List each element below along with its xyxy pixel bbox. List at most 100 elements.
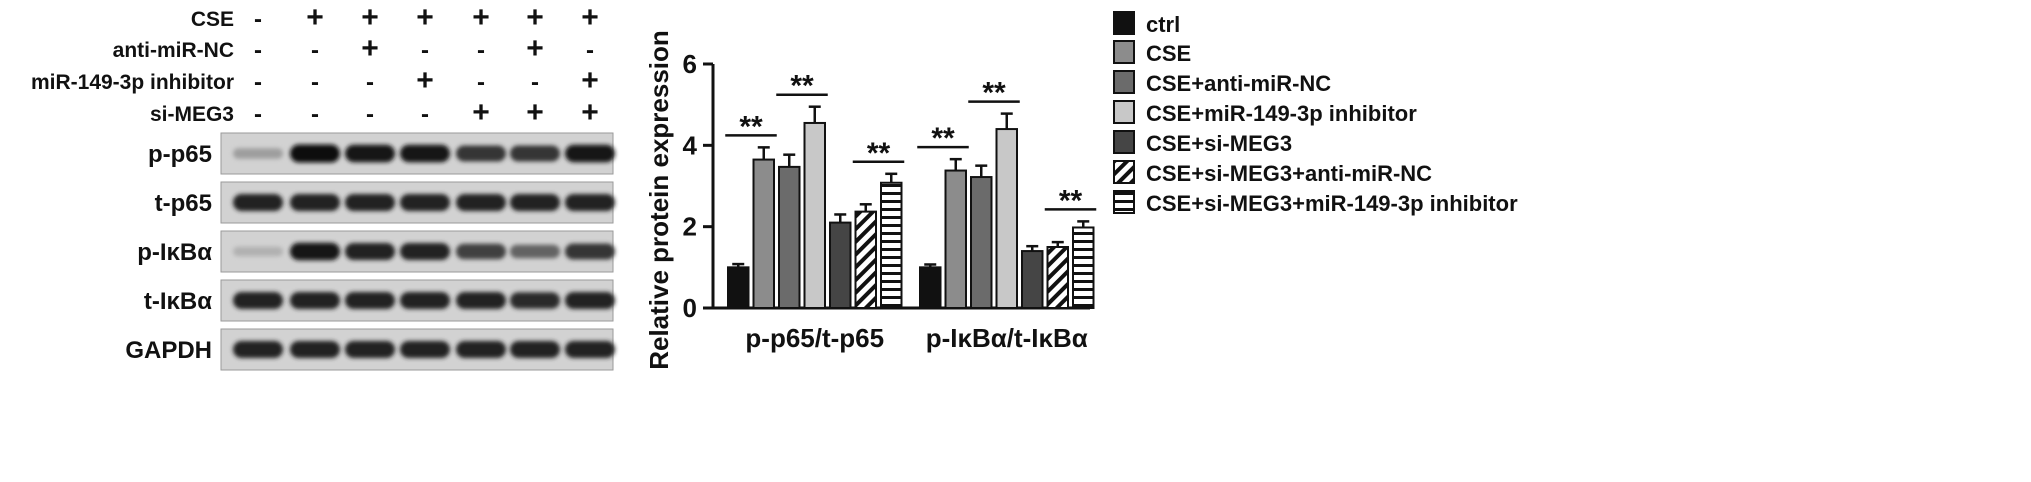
y-tick-label: 6: [683, 49, 697, 79]
legend-swatch: [1113, 130, 1135, 154]
minus-sign: -: [254, 6, 262, 33]
bar: [854, 210, 877, 309]
protein-band: [400, 341, 450, 358]
plus-sign: +: [526, 96, 544, 129]
protein-band: [233, 246, 283, 257]
condition-label: miR-149-3p inhibitor: [31, 71, 234, 94]
protein-band: [565, 243, 615, 260]
minus-sign: -: [254, 37, 262, 64]
bar: [1021, 250, 1044, 309]
protein-band: [400, 144, 450, 163]
protein-band: [400, 292, 450, 309]
legend-label: CSE+miR-149-3p inhibitor: [1146, 101, 1417, 126]
bar-series: [829, 213, 1044, 310]
protein-band: [345, 341, 395, 358]
y-axis-title: Relative protein expression: [644, 30, 674, 370]
bar: [803, 121, 826, 310]
minus-sign: -: [311, 37, 319, 64]
protein-band: [456, 243, 506, 260]
protein-band: [290, 194, 340, 211]
legend-label: ctrl: [1146, 12, 1180, 37]
bar-series: [854, 203, 1069, 309]
condition-label: si-MEG3: [150, 103, 234, 126]
protein-band: [456, 194, 506, 211]
plus-sign: +: [361, 32, 379, 65]
protein-band: [233, 194, 283, 211]
legend-swatch: [1113, 100, 1135, 124]
bar-series-group: [727, 105, 1095, 310]
x-category-label: p-IκBα/t-IκBα: [926, 323, 1088, 353]
blot-band-row: t-p65: [155, 181, 615, 224]
condition-row: CSE - + + + + + +: [191, 1, 599, 34]
legend-label: CSE+si-MEG3: [1146, 131, 1292, 156]
blot-band-panels: p-p65 t-p65 p-IκBα t-IκBα GAPDH: [125, 132, 615, 371]
protein-band: [345, 194, 395, 211]
bar-series: [727, 262, 942, 310]
minus-sign: -: [366, 69, 374, 96]
bar-series: [778, 153, 993, 309]
bar: [970, 176, 993, 309]
protein-band: [510, 341, 560, 358]
protein-band: [400, 243, 450, 260]
band-label: t-p65: [155, 190, 212, 217]
protein-band: [510, 194, 560, 211]
blot-band-row: p-IκBα: [137, 230, 615, 273]
y-tick-label: 0: [683, 293, 697, 323]
legend-item: CSE+anti-miR-NC: [1113, 70, 1331, 96]
y-tick-label: 2: [683, 212, 697, 242]
legend-item: CSE+miR-149-3p inhibitor: [1113, 100, 1417, 126]
minus-sign: -: [311, 69, 319, 96]
protein-band: [290, 144, 340, 163]
protein-band: [290, 341, 340, 358]
y-axis: 0 2 4 6 Relative protein expression: [644, 30, 1090, 370]
blot-band-row: t-IκBα: [144, 279, 615, 322]
protein-band: [510, 244, 560, 259]
protein-band: [233, 341, 283, 358]
protein-band: [565, 292, 615, 309]
protein-band: [290, 292, 340, 309]
plus-sign: +: [581, 96, 599, 129]
band-label: p-IκBα: [137, 239, 212, 266]
significance-label: **: [1059, 184, 1083, 217]
protein-band: [345, 292, 395, 309]
band-label: p-p65: [148, 141, 212, 168]
plus-sign: +: [472, 1, 490, 34]
significance-label: **: [931, 122, 955, 155]
bar: [752, 158, 775, 309]
protein-band: [565, 341, 615, 358]
minus-sign: -: [254, 101, 262, 128]
minus-sign: -: [421, 101, 429, 128]
protein-band: [456, 292, 506, 309]
legend-swatch: [1113, 190, 1135, 214]
blot-band-row: p-p65: [148, 132, 615, 175]
bar: [880, 181, 903, 310]
condition-row: si-MEG3- - - - + + +: [150, 96, 599, 129]
legend-label: CSE+anti-miR-NC: [1146, 71, 1331, 96]
protein-band: [400, 194, 450, 211]
x-axis-labels: p-p65/t-p65 p-IκBα/t-IκBα: [745, 323, 1087, 353]
legend: ctrl CSE CSE+anti-miR-NC CSE+miR-149-3p inh…: [1113, 11, 1518, 216]
bar: [919, 266, 942, 310]
minus-sign: -: [366, 101, 374, 128]
bar: [829, 221, 852, 310]
condition-row: miR-149-3p inhibitor - - - + - - +: [31, 64, 599, 97]
significance-label: **: [790, 70, 814, 103]
protein-band: [233, 148, 283, 159]
significance-label: **: [739, 110, 763, 143]
plus-sign: +: [416, 1, 434, 34]
x-category-label: p-p65/t-p65: [745, 323, 884, 353]
legend-item: ctrl: [1113, 11, 1180, 37]
plus-sign: +: [361, 1, 379, 34]
legend-item: CSE+si-MEG3: [1113, 130, 1292, 156]
blot-condition-table: CSE - + + + + + +anti-miR-NC - - + - - + -miR-149-3p i…: [31, 1, 599, 129]
significance-markers: ** ** ** ** ** **: [725, 70, 1097, 217]
plus-sign: +: [416, 64, 434, 97]
protein-band: [510, 145, 560, 162]
minus-sign: -: [586, 37, 594, 64]
legend-swatch: [1113, 40, 1135, 64]
plus-sign: +: [472, 96, 490, 129]
protein-band: [290, 242, 340, 261]
protein-band: [345, 243, 395, 260]
